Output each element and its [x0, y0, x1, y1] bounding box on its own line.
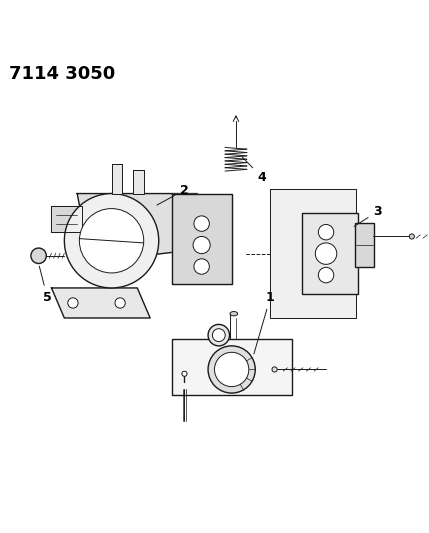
Circle shape [318, 224, 334, 240]
Circle shape [115, 298, 125, 308]
Ellipse shape [214, 352, 249, 386]
Text: 1: 1 [254, 291, 275, 354]
Circle shape [315, 243, 337, 264]
Ellipse shape [64, 193, 159, 288]
FancyBboxPatch shape [172, 340, 292, 395]
Ellipse shape [230, 312, 238, 316]
Polygon shape [51, 288, 150, 318]
Ellipse shape [208, 325, 230, 346]
Polygon shape [77, 193, 197, 262]
Circle shape [31, 248, 46, 263]
Polygon shape [270, 189, 356, 318]
Text: 2: 2 [157, 183, 189, 205]
Text: 4: 4 [242, 157, 266, 184]
FancyBboxPatch shape [302, 213, 358, 294]
Bar [133, 170, 144, 193]
Ellipse shape [409, 234, 414, 239]
Polygon shape [172, 193, 232, 284]
Ellipse shape [193, 237, 210, 254]
Bar [112, 164, 122, 193]
Ellipse shape [212, 329, 225, 342]
Ellipse shape [182, 371, 187, 376]
Circle shape [194, 216, 209, 231]
Ellipse shape [208, 346, 255, 393]
Text: 7114 3050: 7114 3050 [9, 65, 115, 83]
FancyBboxPatch shape [355, 223, 374, 268]
Ellipse shape [79, 208, 144, 273]
Circle shape [68, 298, 78, 308]
Circle shape [194, 259, 209, 274]
Text: 3: 3 [354, 205, 382, 227]
Text: 5: 5 [39, 266, 51, 304]
Ellipse shape [272, 367, 277, 372]
Polygon shape [51, 206, 82, 232]
Circle shape [318, 268, 334, 283]
